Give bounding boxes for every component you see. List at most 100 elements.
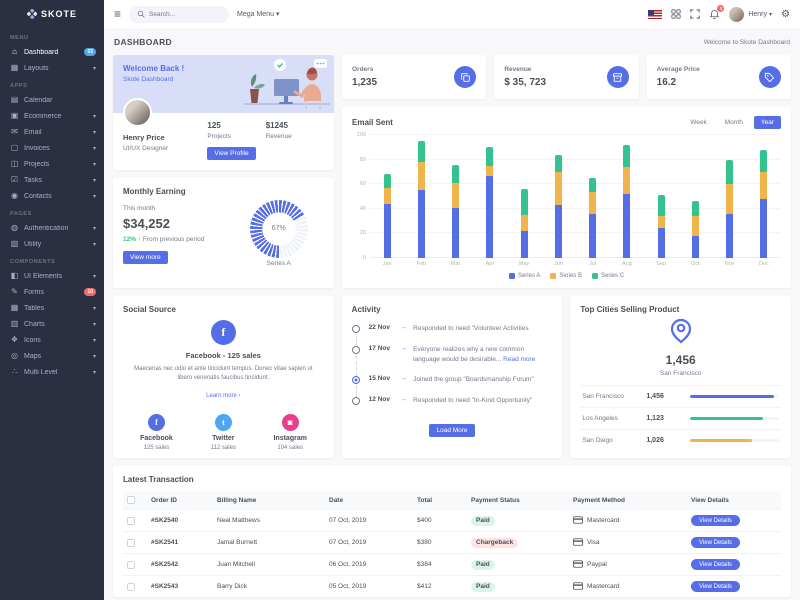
notifications-button[interactable]: 3 <box>709 4 725 20</box>
status-cell: Paid <box>471 515 573 526</box>
sidebar-item-ui-elements[interactable]: ◧ UI Elements ▾ <box>0 268 104 284</box>
monthly-earning-amount: $34,252 <box>123 216 170 231</box>
topbar-right: 3 Henry ▾ ⚙ <box>648 4 790 22</box>
chart-bar-column <box>541 135 575 258</box>
sidebar-item-maps[interactable]: ◎ Maps ▾ <box>0 348 104 364</box>
load-more-button[interactable]: Load More <box>429 423 475 437</box>
chart-bar-column <box>713 135 747 258</box>
view-profile-button[interactable]: View Profile <box>207 147 256 160</box>
bell-icon <box>710 9 720 19</box>
segment-series-b <box>452 182 460 208</box>
sidebar-item-tables[interactable]: ▦ Tables ▾ <box>0 300 104 316</box>
learn-more-link[interactable]: Learn more › <box>206 392 241 399</box>
activity-item: 15 Nov → Joined the group "Boardsmanship F… <box>351 375 553 397</box>
trend-up-icon: ↑ <box>137 236 142 243</box>
sidebar-item-calendar[interactable]: ▤ Calendar <box>0 92 104 108</box>
segment-series-a <box>383 203 391 258</box>
x-axis-label: Apr <box>485 261 495 267</box>
sidebar-item-multi-level[interactable]: ∴ Multi Level ▾ <box>0 364 104 380</box>
chart-bar-aug <box>623 135 631 258</box>
range-button-week[interactable]: Week <box>683 116 714 129</box>
order-date: 05 Oct, 2019 <box>329 583 367 590</box>
row-checkbox[interactable] <box>127 538 135 547</box>
sidebar-item-authentication[interactable]: ◍ Authentication ▾ <box>0 220 104 236</box>
search-box[interactable] <box>129 5 230 23</box>
order-total: $384 <box>417 561 432 568</box>
select-all-checkbox[interactable] <box>127 496 135 504</box>
segment-series-b <box>554 171 562 206</box>
sidebar-item-icons[interactable]: ❖ Icons ▾ <box>0 332 104 348</box>
city-name: San Francisco <box>582 393 624 400</box>
status-cell: Chargeback <box>471 537 573 548</box>
search-input[interactable] <box>149 10 220 18</box>
sidebar-section-label: COMPONENTS <box>10 259 56 265</box>
stat-value: 1,235 <box>352 77 378 88</box>
mega-menu-button[interactable]: Mega Menu ▾ <box>237 11 280 18</box>
brand-logo[interactable]: SKOTE <box>0 0 104 28</box>
view-more-button[interactable]: View more <box>123 251 168 264</box>
billing-name: Neal Matthews <box>217 517 260 524</box>
range-button-year[interactable]: Year <box>753 116 781 129</box>
view-details-button[interactable]: View Details <box>691 581 740 592</box>
status-badge: Paid <box>471 559 495 570</box>
email-sent-title: Email Sent <box>352 118 393 127</box>
main-area: ≡ Mega Menu ▾ <box>104 0 800 600</box>
settings-button[interactable]: ⚙ <box>781 8 790 20</box>
city-row-los-angeles: Los Angeles 1,123 <box>580 408 782 430</box>
sidebar-item-dashboard[interactable]: ⌂ Dashboard 03 <box>0 44 104 60</box>
sidebar-item-ecommerce[interactable]: ▣ Ecommerce ▾ <box>0 108 104 124</box>
sidebar-item-charts[interactable]: ▥ Charts ▾ <box>0 316 104 332</box>
chart-bar-feb <box>417 135 425 258</box>
city-name: Los Angeles <box>582 415 618 422</box>
chevron-down-icon: ▾ <box>92 161 96 168</box>
segment-series-c <box>760 149 768 172</box>
social-account-name: Facebook <box>140 434 173 442</box>
multi-level-icon: ∴ <box>11 367 18 376</box>
breadcrumb: Welcome to Skote Dashboard <box>703 38 790 46</box>
social-account-instagram[interactable]: ◙ Instagram 104 sales <box>257 412 324 451</box>
order-total: $412 <box>417 583 432 590</box>
sidebar-item-utility[interactable]: ▧ Utility ▾ <box>0 236 104 252</box>
instagram-icon: ◙ <box>281 413 299 431</box>
stat-card-orders: Orders 1,235 <box>342 55 487 99</box>
apps-grid-button[interactable] <box>671 9 681 19</box>
mastercard-icon <box>573 515 583 526</box>
chevron-down-icon: ▾ <box>92 145 96 152</box>
activity-item: 22 Nov → Responded to need "Volunteer Acti… <box>351 324 553 346</box>
sidebar-item-invoices[interactable]: ▢ Invoices ▾ <box>0 140 104 156</box>
user-menu[interactable]: Henry ▾ <box>729 6 772 22</box>
x-axis-label: Mar <box>450 261 461 267</box>
sidebar-item-forms[interactable]: ✎ Forms 10 <box>0 284 104 300</box>
segment-series-c <box>486 147 494 166</box>
status-cell: Paid <box>471 581 573 592</box>
sidebar-item-label: Maps <box>24 352 42 360</box>
chevron-down-icon: ▾ <box>92 225 96 232</box>
order-id: #SK2541 <box>151 539 179 546</box>
language-flag-button[interactable] <box>648 9 663 19</box>
view-details-button[interactable]: View Details <box>691 559 740 570</box>
activity-text: Joined the group "Boardsmanship Forum" <box>413 376 534 384</box>
sidebar-item-contacts[interactable]: ◉ Contacts ▾ <box>0 188 104 204</box>
sidebar-item-layouts[interactable]: ▦ Layouts ▾ <box>0 60 104 76</box>
social-account-twitter[interactable]: t Twitter 112 sales <box>190 412 257 451</box>
view-details-button[interactable]: View Details <box>691 537 740 548</box>
sidebar-item-label: Contacts <box>24 192 52 200</box>
stat-card-text: Orders 1,235 <box>352 66 377 88</box>
timeline-dot-icon <box>351 376 360 385</box>
segment-series-b <box>657 216 665 229</box>
sidebar-item-tasks[interactable]: ☑ Tasks ▾ <box>0 172 104 188</box>
sidebar-item-email[interactable]: ✉ Email ▾ <box>0 124 104 140</box>
read-more-link[interactable]: Read more <box>503 355 536 363</box>
payment-method-name: Visa <box>587 539 600 546</box>
view-details-button[interactable]: View Details <box>691 515 740 526</box>
fullscreen-button[interactable] <box>690 9 700 19</box>
social-account-facebook[interactable]: f Facebook 125 sales <box>123 412 190 451</box>
row-checkbox[interactable] <box>127 582 135 591</box>
sidebar-item-projects[interactable]: ◫ Projects ▾ <box>0 156 104 172</box>
range-button-month[interactable]: Month <box>718 116 750 129</box>
menu-toggle-icon[interactable]: ≡ <box>114 7 122 21</box>
top-cities-title: Top Cities Selling Product <box>580 305 680 314</box>
row-checkbox[interactable] <box>127 516 135 525</box>
row-checkbox[interactable] <box>127 560 135 569</box>
activity-date: 12 Nov <box>368 396 390 403</box>
